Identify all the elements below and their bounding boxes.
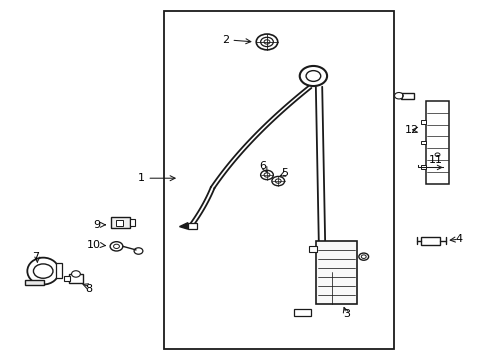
Text: 9: 9 <box>94 220 101 230</box>
Text: 3: 3 <box>343 310 350 319</box>
Bar <box>421 140 426 144</box>
Bar <box>188 223 196 229</box>
Text: 8: 8 <box>85 284 92 294</box>
Text: 6: 6 <box>259 161 266 171</box>
Text: 10: 10 <box>87 240 101 250</box>
Bar <box>111 217 130 228</box>
Bar <box>130 220 135 226</box>
Circle shape <box>394 93 403 99</box>
Bar <box>116 220 123 226</box>
Text: 12: 12 <box>404 125 418 135</box>
Bar <box>401 93 414 99</box>
Bar <box>316 241 357 304</box>
Text: 2: 2 <box>222 35 229 45</box>
Text: 11: 11 <box>429 155 442 165</box>
Bar <box>56 263 62 278</box>
Bar <box>294 309 312 316</box>
Text: 4: 4 <box>455 234 463 244</box>
Text: 5: 5 <box>282 168 289 178</box>
Circle shape <box>359 253 368 260</box>
Circle shape <box>72 271 80 277</box>
Bar <box>421 237 441 244</box>
Bar <box>421 120 426 123</box>
Bar <box>421 165 426 169</box>
Bar <box>69 274 83 283</box>
Polygon shape <box>179 223 188 229</box>
Bar <box>309 246 318 252</box>
Text: 7: 7 <box>32 252 40 262</box>
Bar <box>64 276 70 281</box>
Text: 1: 1 <box>138 173 145 183</box>
Bar <box>25 280 44 285</box>
Bar <box>426 101 449 184</box>
Bar <box>164 12 394 348</box>
